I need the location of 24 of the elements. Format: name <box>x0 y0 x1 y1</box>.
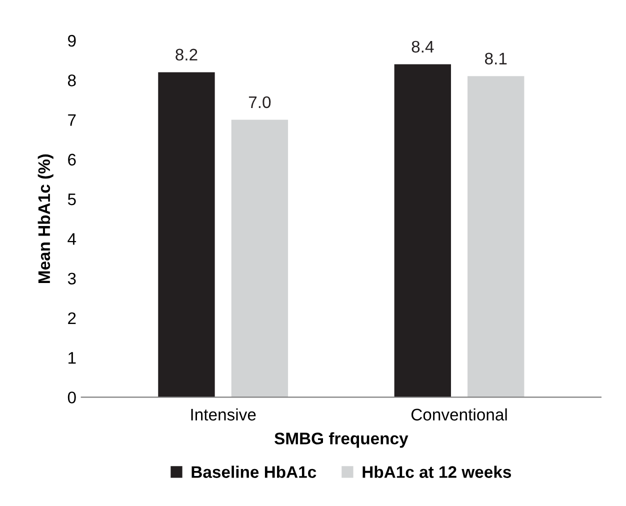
legend-label: Baseline HbA1c <box>192 466 316 478</box>
bar <box>394 64 451 398</box>
y-tick-label: 5 <box>68 194 76 206</box>
y-tick-label: 9 <box>68 34 76 47</box>
data-label: 8.2 <box>176 48 198 61</box>
y-axis-title: Mean HbA1c (%) <box>38 154 54 284</box>
y-tick-label: 8 <box>68 74 76 86</box>
y-tick-label: 4 <box>68 233 76 245</box>
y-tick-label: 1 <box>68 352 76 364</box>
y-tick-label: 2 <box>68 312 76 324</box>
y-tick-label: 6 <box>68 154 76 166</box>
bar <box>158 72 215 398</box>
bar <box>231 120 288 398</box>
bar <box>468 76 524 398</box>
y-tick-label: 3 <box>68 272 76 285</box>
x-tick-label: Conventional <box>411 408 507 421</box>
y-tick-label: 0 <box>68 392 76 404</box>
x-axis-title: SMBG frequency <box>274 432 408 448</box>
data-label: 8.4 <box>412 40 434 53</box>
legend-label: HbA1c at 12 weeks <box>362 466 512 478</box>
x-tick-label: Intensive <box>191 408 256 421</box>
data-label: 7.0 <box>248 96 271 108</box>
data-label: 8.1 <box>485 52 507 65</box>
y-tick-label: 7 <box>68 114 76 126</box>
